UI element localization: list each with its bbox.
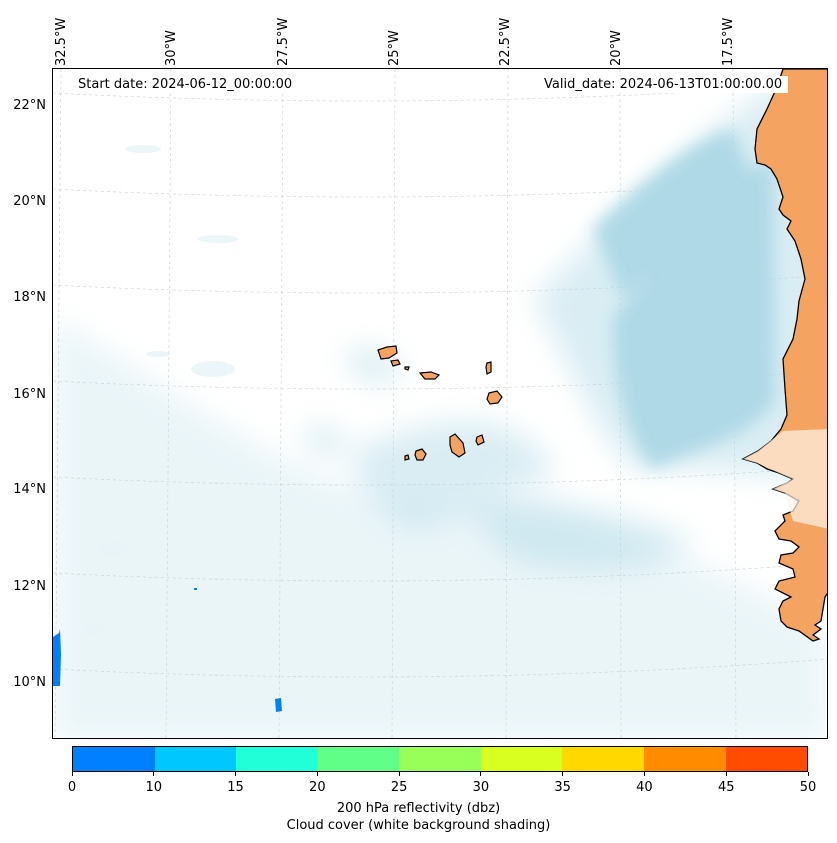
colorbar-tick [316,772,318,776]
colorbar-segment [725,747,808,771]
island-brava [404,454,410,461]
colorbar-tick-label: 35 [554,780,571,795]
lon-label-20w: 20°W [609,30,624,66]
lon-label-22-5w: 22.5°W [498,17,513,66]
colorbar-tick [562,772,564,776]
lon-label-17-5w: 17.5°W [721,17,736,66]
island-sao-nicolau [418,371,441,380]
island-santiago [449,433,466,458]
start-date-label: Start date: 2024-06-12_00:00:00 [72,76,299,93]
colorbar [72,746,808,772]
colorbar-tick-label: 20 [309,780,326,795]
colorbar-tick-label: 45 [717,780,735,795]
lat-label-14n: 14°N [13,482,46,497]
colorbar-tick [235,772,237,776]
colorbar-segment [236,747,318,771]
colorbar-segment [480,747,563,771]
colorbar-tick [71,772,73,776]
colorbar-tick [480,772,482,776]
lon-label-25w: 25°W [387,30,402,66]
island-sal [485,361,492,375]
colorbar-segment [317,747,400,771]
island-santa-luzia [404,366,410,371]
colorbar-tick [398,772,400,776]
colorbar-tick-label: 15 [227,780,244,795]
lat-label-18n: 18°N [13,290,46,305]
island-santo-antao [377,345,398,360]
colorbar-tick [807,772,809,776]
island-fogo [414,448,427,461]
valid-date-label: Valid_date: 2024-06-13T01:00:00.00 [538,76,789,93]
lon-label-32-5w: 32.5°W [54,17,69,66]
colorbar-segment [562,747,644,771]
reflectivity-patch-west [53,629,61,686]
colorbar-tick-label: 10 [145,780,163,795]
colorbar-label: 200 hPa reflectivity (dbz) [336,801,501,816]
colorbar-tick-label: 0 [67,780,77,795]
reflectivity-patch-south [275,698,282,712]
lat-label-10n: 10°N [13,675,46,690]
colorbar-tick-label: 40 [636,780,653,795]
colorbar-segment [154,747,237,771]
colorbar-tick-label: 30 [472,780,490,795]
island-boa-vista [486,390,503,405]
map-canvas [53,69,827,738]
reflectivity-patches [53,588,282,712]
cloud-cover-layer [53,69,827,738]
colorbar-tick [643,772,645,776]
map-panel [52,68,828,739]
colorbar-segment [399,747,481,771]
colorbar-sublabel: Cloud cover (white background shading) [286,818,551,833]
colorbar-tick [725,772,727,776]
lat-label-20n: 20°N [13,194,46,209]
lat-label-16n: 16°N [13,387,46,402]
lat-label-22n: 22°N [13,98,46,113]
colorbar-tick [153,772,155,776]
lat-label-12n: 12°N [13,579,46,594]
colorbar-segment [643,747,726,771]
land-west-africa [741,69,827,642]
reflectivity-patch-small [194,588,197,590]
island-maio [475,434,485,446]
lon-label-30w: 30°W [164,30,179,66]
cabo-verde-islands [377,345,503,461]
colorbar-segment [73,747,155,771]
colorbar-tick-label: 50 [799,780,817,795]
colorbar-tick-label: 25 [390,780,408,795]
lon-label-27-5w: 27.5°W [276,17,291,66]
island-sao-vicente [390,359,401,367]
